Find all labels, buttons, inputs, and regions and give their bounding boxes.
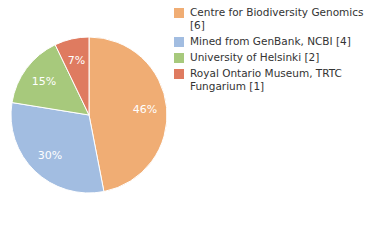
svg-text:46%: 46%	[133, 103, 157, 116]
svg-text:30%: 30%	[38, 149, 62, 162]
html-text:University of Helsinki [2]: University of Helsinki [2]	[190, 51, 320, 63]
svg-text:15%: 15%	[32, 75, 56, 88]
svg-text:7%: 7%	[68, 54, 85, 67]
html-text:Centre for Biodiversity Genomi: Centre for Biodiversity Genomics [6]	[190, 6, 364, 31]
html-text:Mined from GenBank, NCBI [4]: Mined from GenBank, NCBI [4]	[190, 35, 351, 47]
html-text:Royal Ontario Museum, TRTC Fun: Royal Ontario Museum, TRTC Fungarium [1]	[190, 67, 342, 92]
